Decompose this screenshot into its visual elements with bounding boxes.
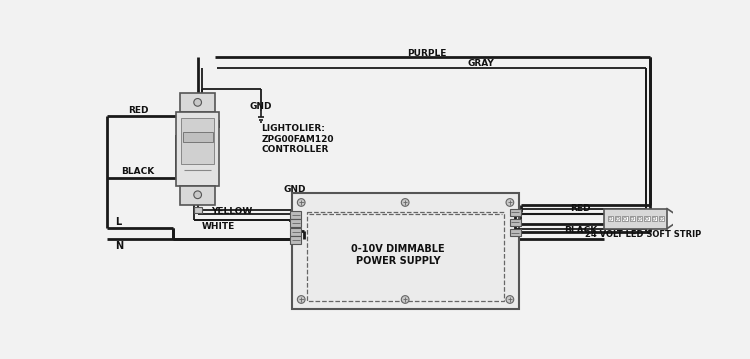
Bar — [622, 216, 628, 221]
Bar — [604, 209, 667, 229]
Circle shape — [638, 217, 641, 220]
Bar — [180, 186, 215, 205]
Text: LIGHTOLIER:
ZPG00FAM120
CONTROLLER: LIGHTOLIER: ZPG00FAM120 CONTROLLER — [261, 125, 334, 154]
Circle shape — [609, 217, 612, 220]
Circle shape — [297, 296, 305, 303]
Bar — [510, 209, 520, 216]
Bar — [652, 216, 657, 221]
Bar — [290, 211, 302, 219]
Circle shape — [646, 217, 649, 220]
Text: BLACK: BLACK — [564, 226, 597, 235]
Bar — [637, 216, 642, 221]
Circle shape — [194, 98, 202, 106]
Bar — [290, 228, 302, 236]
Circle shape — [631, 217, 634, 220]
Circle shape — [652, 217, 656, 220]
Text: GND: GND — [283, 185, 305, 194]
Text: L: L — [116, 218, 122, 228]
Bar — [181, 118, 214, 164]
Circle shape — [401, 199, 409, 206]
Bar — [290, 219, 302, 227]
Text: 24 VOLT LED SOFT STRIP: 24 VOLT LED SOFT STRIP — [585, 230, 701, 239]
Bar — [180, 93, 215, 112]
Text: 0-10V DIMMABLE
POWER SUPPLY: 0-10V DIMMABLE POWER SUPPLY — [351, 244, 445, 266]
Text: N: N — [115, 241, 123, 251]
Text: GND: GND — [250, 102, 272, 112]
Text: YELLOW: YELLOW — [211, 207, 253, 216]
Bar — [194, 207, 202, 213]
Circle shape — [194, 191, 202, 199]
Circle shape — [623, 217, 626, 220]
Text: WHITE: WHITE — [202, 222, 235, 231]
Bar — [510, 219, 520, 226]
Circle shape — [297, 199, 305, 206]
Bar — [510, 229, 520, 236]
Circle shape — [506, 296, 514, 303]
Bar — [308, 213, 504, 301]
Bar — [183, 132, 213, 143]
Bar — [176, 112, 219, 186]
Bar — [292, 193, 519, 309]
Circle shape — [506, 199, 514, 206]
Bar — [644, 216, 650, 221]
Text: GRAY: GRAY — [467, 59, 494, 68]
Bar — [629, 216, 635, 221]
Circle shape — [401, 296, 409, 303]
Text: RED: RED — [571, 204, 591, 213]
Text: BLACK: BLACK — [122, 167, 154, 176]
Bar — [615, 216, 620, 221]
Text: PURPLE: PURPLE — [407, 48, 446, 57]
Text: RED: RED — [128, 106, 148, 115]
Bar — [290, 236, 302, 244]
Circle shape — [616, 217, 620, 220]
Bar — [659, 216, 664, 221]
Bar — [608, 216, 613, 221]
Circle shape — [660, 217, 663, 220]
